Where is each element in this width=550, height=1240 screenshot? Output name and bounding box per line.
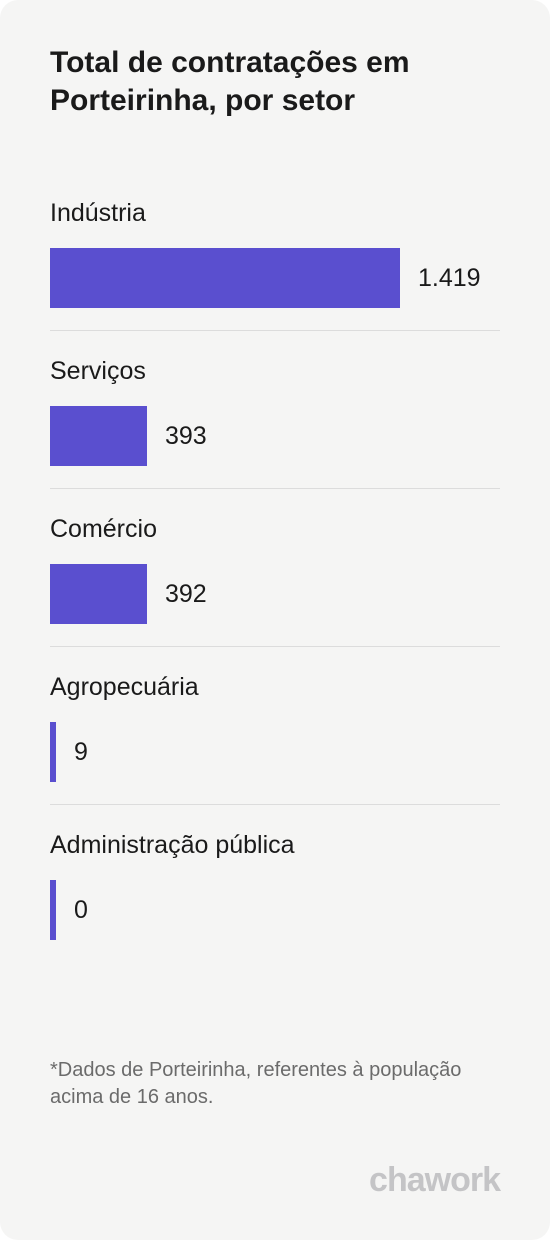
row-value: 1.419 xyxy=(418,264,481,293)
row-bar xyxy=(50,722,56,782)
row-label: Agropecuária xyxy=(50,673,500,702)
row-bar-wrap: 393 xyxy=(50,406,500,466)
row-value: 0 xyxy=(74,896,88,925)
row-label: Administração pública xyxy=(50,831,500,860)
row-bar-wrap: 392 xyxy=(50,564,500,624)
row-label: Serviços xyxy=(50,357,500,386)
row-bar-wrap: 1.419 xyxy=(50,248,500,308)
row-bar-wrap: 9 xyxy=(50,722,500,782)
row-bar xyxy=(50,406,147,466)
chart-title: Total de contratações em Porteirinha, po… xyxy=(50,44,500,119)
chart-footnote: *Dados de Porteirinha, referentes à popu… xyxy=(50,1057,500,1111)
row-value: 393 xyxy=(165,422,207,451)
row-bar-wrap: 0 xyxy=(50,880,500,940)
chart-row: Indústria 1.419 xyxy=(50,199,500,331)
row-label: Comércio xyxy=(50,515,500,544)
brand-logo: chawork xyxy=(369,1161,500,1200)
row-value: 392 xyxy=(165,580,207,609)
chart-row: Agropecuária 9 xyxy=(50,673,500,805)
row-bar xyxy=(50,880,56,940)
chart-rows: Indústria 1.419 Serviços 393 Comércio 392 Agro… xyxy=(50,199,500,1037)
row-label: Indústria xyxy=(50,199,500,228)
chart-row: Comércio 392 xyxy=(50,515,500,647)
row-value: 9 xyxy=(74,738,88,767)
chart-card: Total de contratações em Porteirinha, po… xyxy=(0,0,550,1240)
chart-row: Administração pública 0 xyxy=(50,831,500,962)
row-bar xyxy=(50,248,400,308)
row-bar xyxy=(50,564,147,624)
chart-row: Serviços 393 xyxy=(50,357,500,489)
